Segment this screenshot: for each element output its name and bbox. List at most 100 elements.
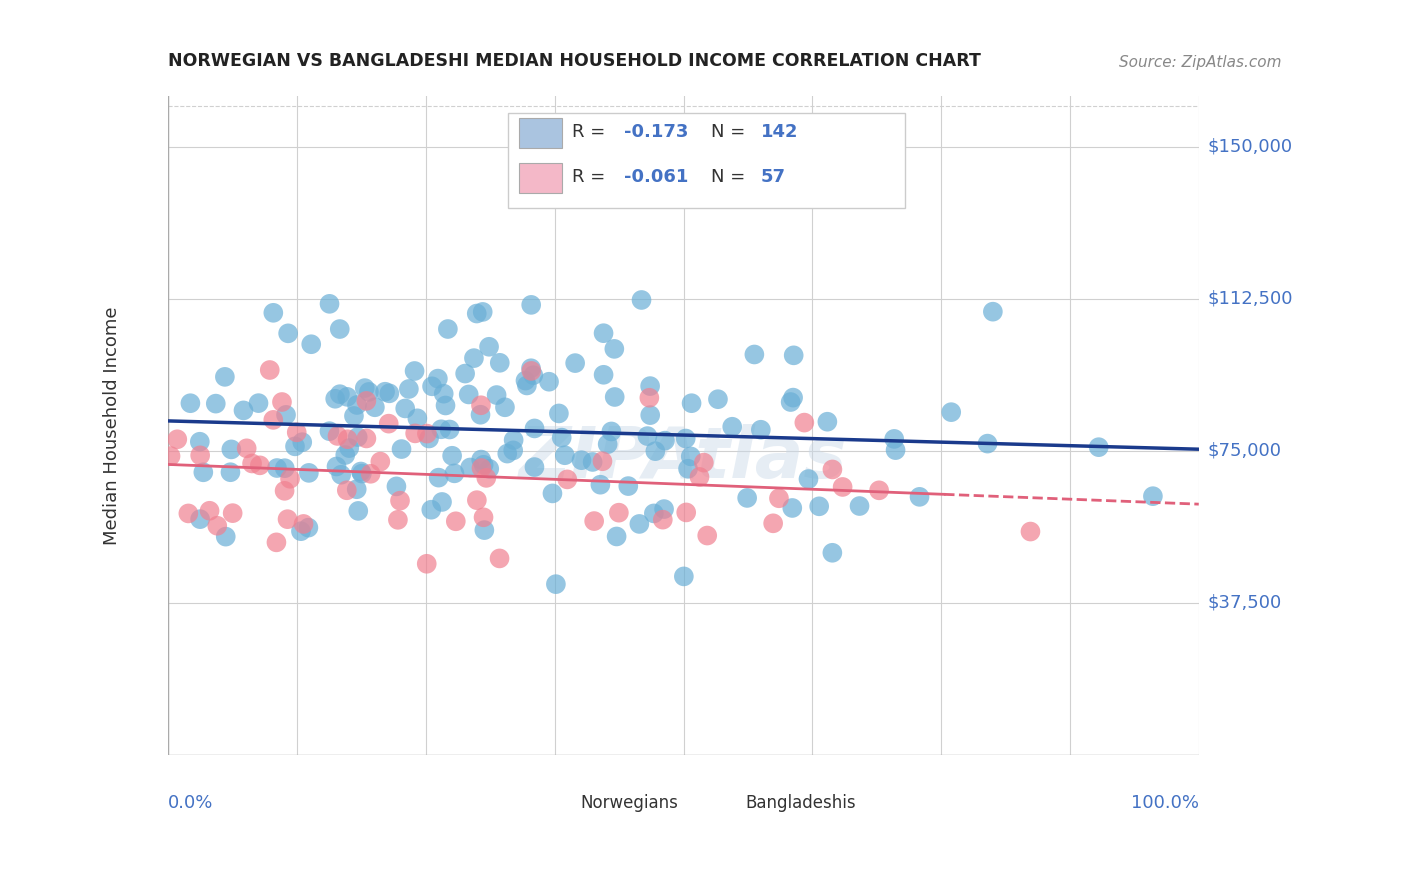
Point bbox=[538, 375, 561, 389]
Point bbox=[298, 466, 321, 480]
Point bbox=[471, 305, 494, 319]
Point bbox=[454, 367, 477, 381]
Point bbox=[762, 516, 785, 531]
Point bbox=[628, 516, 651, 531]
Point bbox=[323, 392, 346, 406]
Point bbox=[439, 422, 461, 436]
Text: Median Household Income: Median Household Income bbox=[103, 306, 121, 545]
Point bbox=[465, 493, 488, 508]
Point bbox=[329, 387, 352, 401]
Point bbox=[470, 408, 492, 422]
Text: 142: 142 bbox=[761, 123, 799, 141]
Text: NORWEGIAN VS BANGLADESHI MEDIAN HOUSEHOLD INCOME CORRELATION CHART: NORWEGIAN VS BANGLADESHI MEDIAN HOUSEHOL… bbox=[169, 52, 981, 70]
Point bbox=[607, 506, 630, 520]
Point bbox=[488, 551, 510, 566]
Point bbox=[465, 306, 488, 320]
Point bbox=[749, 423, 772, 437]
Point bbox=[350, 467, 373, 481]
Point bbox=[630, 293, 652, 307]
Point bbox=[592, 454, 614, 468]
Point bbox=[603, 390, 626, 404]
Point bbox=[441, 449, 464, 463]
Point bbox=[470, 461, 492, 475]
Text: -0.173: -0.173 bbox=[624, 123, 688, 141]
Point bbox=[793, 416, 815, 430]
Point bbox=[606, 529, 628, 543]
Point bbox=[336, 390, 359, 404]
Point bbox=[617, 479, 640, 493]
Point bbox=[551, 431, 574, 445]
FancyBboxPatch shape bbox=[509, 112, 905, 208]
Point bbox=[377, 417, 399, 431]
Point bbox=[782, 500, 804, 515]
Point bbox=[485, 388, 508, 402]
Point bbox=[548, 406, 571, 420]
FancyBboxPatch shape bbox=[519, 118, 562, 148]
Point bbox=[676, 462, 699, 476]
Point bbox=[675, 505, 697, 519]
Point bbox=[364, 401, 387, 415]
Point bbox=[908, 490, 931, 504]
Point bbox=[636, 429, 658, 443]
Point bbox=[394, 401, 416, 416]
Point bbox=[273, 483, 295, 498]
Point bbox=[398, 382, 420, 396]
Point bbox=[177, 507, 200, 521]
Point bbox=[350, 465, 373, 479]
Point bbox=[426, 371, 449, 385]
Point bbox=[544, 577, 567, 591]
Point bbox=[356, 432, 378, 446]
Point bbox=[166, 432, 188, 446]
Point bbox=[404, 364, 426, 378]
Point bbox=[219, 465, 242, 479]
Point bbox=[418, 432, 440, 446]
Point bbox=[249, 458, 271, 473]
Point bbox=[883, 432, 905, 446]
Point bbox=[262, 413, 284, 427]
Point bbox=[696, 528, 718, 542]
Point bbox=[437, 322, 460, 336]
Point bbox=[284, 439, 307, 453]
Point bbox=[336, 483, 359, 498]
Point bbox=[278, 472, 301, 486]
Text: Source: ZipAtlas.com: Source: ZipAtlas.com bbox=[1119, 54, 1281, 70]
Point bbox=[707, 392, 730, 407]
Point bbox=[515, 374, 537, 388]
Point bbox=[564, 356, 586, 370]
Point bbox=[472, 510, 495, 524]
Point bbox=[292, 516, 315, 531]
Point bbox=[266, 535, 288, 549]
Point bbox=[675, 432, 697, 446]
Point bbox=[848, 499, 870, 513]
Point bbox=[290, 524, 312, 539]
Point bbox=[472, 458, 495, 472]
Point bbox=[689, 470, 711, 484]
Point bbox=[475, 471, 498, 485]
Point bbox=[470, 452, 492, 467]
Point bbox=[391, 442, 413, 456]
Point bbox=[815, 415, 838, 429]
Point bbox=[589, 477, 612, 491]
Point bbox=[188, 448, 211, 462]
Point bbox=[478, 462, 501, 476]
Point bbox=[247, 396, 270, 410]
Point bbox=[356, 393, 378, 408]
Point bbox=[347, 504, 370, 518]
Point bbox=[221, 506, 243, 520]
Text: R =: R = bbox=[572, 169, 612, 186]
Point bbox=[868, 483, 890, 498]
Point bbox=[1019, 524, 1042, 539]
Point bbox=[721, 419, 744, 434]
Point bbox=[638, 379, 661, 393]
Point bbox=[583, 514, 606, 528]
Point bbox=[385, 479, 408, 493]
Point bbox=[420, 379, 443, 393]
Point bbox=[204, 396, 226, 410]
Point bbox=[266, 461, 288, 475]
Point bbox=[571, 453, 593, 467]
Point bbox=[416, 557, 439, 571]
Point bbox=[470, 398, 492, 412]
Point bbox=[285, 425, 308, 440]
Point bbox=[346, 430, 368, 444]
Point bbox=[463, 351, 485, 365]
